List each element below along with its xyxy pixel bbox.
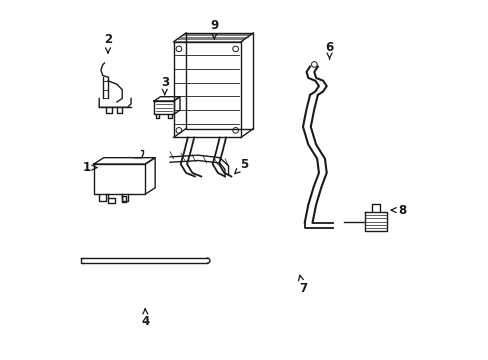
Text: 4: 4 [141,309,149,328]
Text: 9: 9 [210,19,218,39]
Text: 3: 3 [161,76,168,95]
Text: 7: 7 [298,275,306,294]
Text: 5: 5 [234,158,248,174]
Text: 6: 6 [325,41,333,59]
Text: 1: 1 [82,161,97,174]
Text: 2: 2 [104,33,112,53]
Text: 8: 8 [390,204,406,217]
